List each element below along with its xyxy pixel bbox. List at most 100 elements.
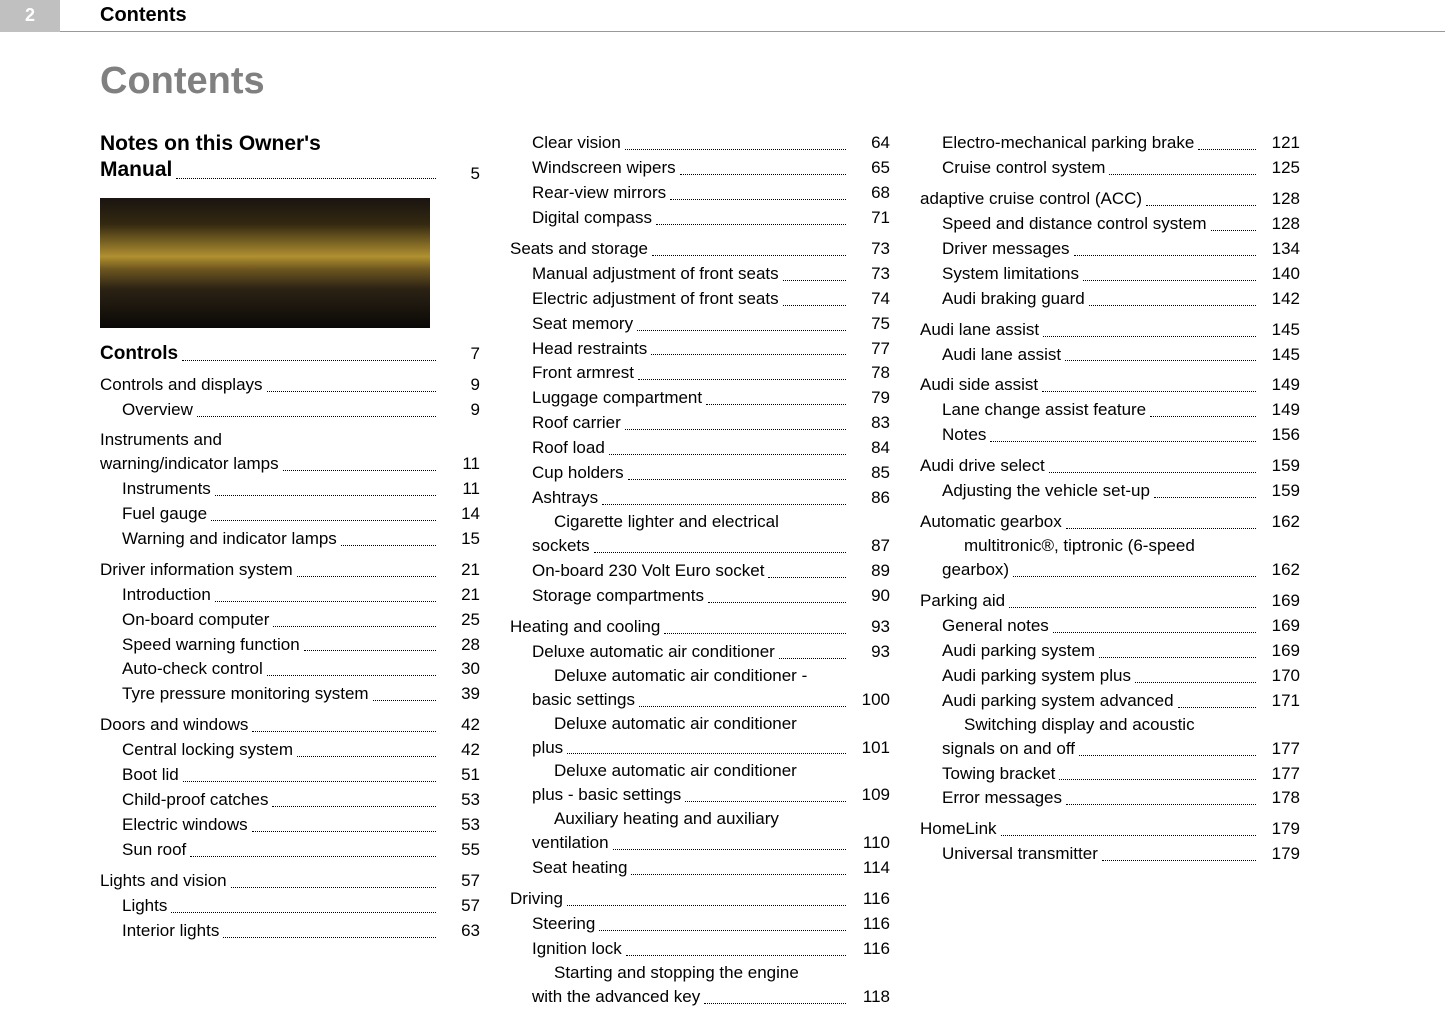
toc-label: plus - basic settings xyxy=(510,784,681,807)
toc-page: 87 xyxy=(850,535,890,558)
toc-entry: Cigarette lighter and electricalsockets8… xyxy=(510,511,890,559)
toc-entry: Starting and stopping the enginewith the… xyxy=(510,962,890,1010)
toc-page: 15 xyxy=(440,528,480,551)
toc-label: Luggage compartment xyxy=(510,387,702,410)
toc-entry: Deluxe automatic air conditionerplus101 xyxy=(510,713,890,761)
toc-page: 9 xyxy=(440,374,480,397)
toc-page: 179 xyxy=(1260,818,1300,841)
toc-page: 179 xyxy=(1260,843,1300,866)
toc-page: 42 xyxy=(440,739,480,762)
running-title: Contents xyxy=(100,4,187,27)
toc-label: Heating and cooling xyxy=(510,616,660,639)
toc-page: 42 xyxy=(440,714,480,737)
toc-page: 101 xyxy=(850,737,890,760)
toc-entry: Roof load84 xyxy=(510,436,890,461)
toc-entry: HomeLink179 xyxy=(920,817,1300,842)
toc-label: Storage compartments xyxy=(510,585,704,608)
toc-page: 84 xyxy=(850,437,890,460)
toc-page: 71 xyxy=(850,207,890,230)
toc-page: 75 xyxy=(850,313,890,336)
toc-entry: Audi braking guard142 xyxy=(920,287,1300,312)
toc-label: Doors and windows xyxy=(100,714,248,737)
toc-page: 116 xyxy=(850,938,890,961)
toc-page: 86 xyxy=(850,487,890,510)
toc-entry: Audi parking system169 xyxy=(920,639,1300,664)
toc-label: Automatic gearbox xyxy=(920,511,1062,534)
toc-page: 11 xyxy=(440,453,480,476)
toc-page: 162 xyxy=(1260,559,1300,582)
toc-page: 93 xyxy=(850,616,890,639)
toc-label: Auto-check control xyxy=(100,658,263,681)
toc-label: Starting and stopping the engine xyxy=(532,963,799,982)
toc-label: Ignition lock xyxy=(510,938,622,961)
toc-entry: Notes156 xyxy=(920,423,1300,448)
toc-label: Boot lid xyxy=(100,764,179,787)
toc-entry: Controls7 xyxy=(100,340,480,368)
toc-entry: Electric adjustment of front seats74 xyxy=(510,287,890,312)
toc-label: Audi parking system plus xyxy=(920,665,1131,688)
toc-entry: Adjusting the vehicle set-up159 xyxy=(920,479,1300,504)
toc-label: Manual adjustment of front seats xyxy=(510,263,779,286)
toc-page: 73 xyxy=(850,263,890,286)
toc-page: 30 xyxy=(440,658,480,681)
toc-entry: Cruise control system125 xyxy=(920,156,1300,181)
toc-entry: Overview9 xyxy=(100,398,480,423)
toc-page: 63 xyxy=(440,920,480,943)
toc-label: Controls xyxy=(100,341,178,367)
toc-entry: Audi parking system advanced171 xyxy=(920,689,1300,714)
toc-entry: Lights57 xyxy=(100,894,480,919)
toc-entry: Speed and distance control system 128 xyxy=(920,212,1300,237)
toc-label: On-board 230 Volt Euro socket xyxy=(510,560,764,583)
toc-label: Roof carrier xyxy=(510,412,621,435)
toc-page: 162 xyxy=(1260,511,1300,534)
toc-label: Overview xyxy=(100,399,193,422)
toc-label: General notes xyxy=(920,615,1049,638)
toc-page: 149 xyxy=(1260,374,1300,397)
toc-page: 142 xyxy=(1260,288,1300,311)
toc-label: Audi lane assist xyxy=(920,319,1039,342)
toc-label: Ashtrays xyxy=(510,487,598,510)
toc-entry: Head restraints77 xyxy=(510,337,890,362)
toc-entry: Front armrest78 xyxy=(510,361,890,386)
toc-entry: Ashtrays 86 xyxy=(510,486,890,511)
toc-page: 51 xyxy=(440,764,480,787)
toc-page: 21 xyxy=(440,559,480,582)
toc-label: Electro-mechanical parking brake xyxy=(920,132,1194,155)
toc-page: 128 xyxy=(1260,213,1300,236)
toc-page: 74 xyxy=(850,288,890,311)
toc-page: 116 xyxy=(850,888,890,911)
toc-page: 114 xyxy=(850,857,890,880)
toc-entry: Driving116 xyxy=(510,887,890,912)
toc-entry: Central locking system42 xyxy=(100,738,480,763)
toc-label: ventilation xyxy=(510,832,609,855)
toc-page: 14 xyxy=(440,503,480,526)
section-image xyxy=(100,198,430,328)
toc-page: 177 xyxy=(1260,738,1300,761)
toc-label: Introduction xyxy=(100,584,211,607)
toc-entry: Seat memory75 xyxy=(510,312,890,337)
toc-entry: Ignition lock 116 xyxy=(510,937,890,962)
page-number-box: 2 xyxy=(0,0,60,32)
toc-page: 78 xyxy=(850,362,890,385)
toc-entry: Automatic gearbox 162 xyxy=(920,510,1300,535)
toc-label: Clear vision xyxy=(510,132,621,155)
toc-label: Sun roof xyxy=(100,839,186,862)
toc-page: 178 xyxy=(1260,787,1300,810)
toc-page: 118 xyxy=(850,986,890,1009)
toc-label: System limitations xyxy=(920,263,1079,286)
toc-columns: Notes on this Owner's Manual 5 Controls7… xyxy=(0,131,1445,1010)
toc-page: 100 xyxy=(850,689,890,712)
toc-entry: Rear-view mirrors68 xyxy=(510,181,890,206)
toc-page: 28 xyxy=(440,634,480,657)
toc-page: 64 xyxy=(850,132,890,155)
toc-label: Digital compass xyxy=(510,207,652,230)
toc-entry: Electro-mechanical parking brake121 xyxy=(920,131,1300,156)
toc-page: 85 xyxy=(850,462,890,485)
toc-label: Lights xyxy=(100,895,167,918)
toc-label: Audi lane assist xyxy=(920,344,1061,367)
toc-page: 159 xyxy=(1260,455,1300,478)
toc-page: 39 xyxy=(440,683,480,706)
toc-label: sockets xyxy=(510,535,590,558)
toc-label: Speed and distance control system xyxy=(920,213,1207,236)
toc-entry: Error messages178 xyxy=(920,786,1300,811)
